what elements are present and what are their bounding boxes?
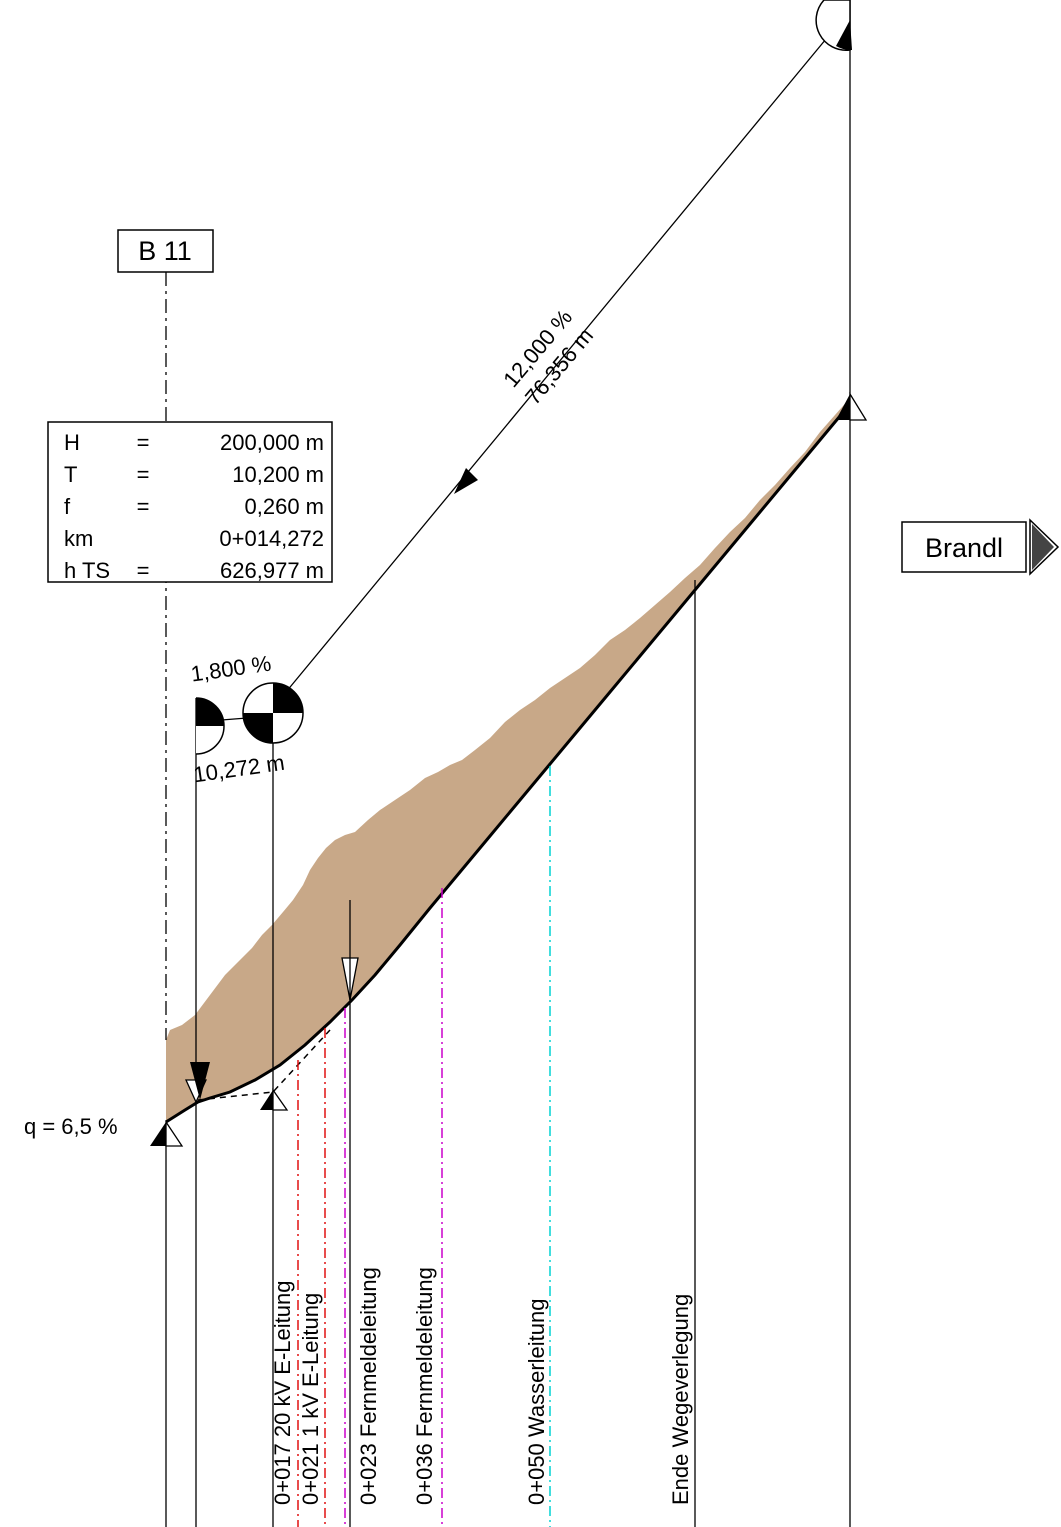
pvi-circle-icon <box>242 682 304 744</box>
curve-info-key: T <box>64 462 77 487</box>
curve-info-key: H <box>64 430 80 455</box>
curve-info-key: f <box>64 494 71 519</box>
curve-info-eq: = <box>137 494 150 519</box>
cross-slope-label: q = 6,5 % <box>24 1114 118 1139</box>
gradient-line-main <box>285 9 851 693</box>
station-label: Ende Wegeverlegung <box>668 1294 693 1505</box>
tangent-dashed-line <box>197 1029 331 1101</box>
brandl-arrow-icon <box>1029 518 1060 576</box>
curve-start-icon <box>195 697 225 755</box>
curve-point-arrow-icon <box>341 957 359 1001</box>
b11-box <box>117 229 214 273</box>
curve-info-value: 10,200 m <box>232 462 324 487</box>
curve-info-value: 0,260 m <box>245 494 325 519</box>
curve-info-key: km <box>64 526 93 551</box>
station-label: 0+021 1 kV E-Leitung <box>298 1293 323 1505</box>
gradient-first-length: 10,272 m <box>192 750 286 788</box>
curve-info-value: 626,977 m <box>220 558 324 583</box>
station-label: 0+023 Fernmeldeleitung <box>356 1267 381 1505</box>
station-label: 0+050 Wasserleitung <box>524 1299 549 1505</box>
b11-label: B 11 <box>138 236 192 266</box>
station-label: 0+017 20 kV E-Leitung <box>270 1281 295 1505</box>
curve-info-box <box>47 421 333 583</box>
design-grade-line <box>165 403 852 1124</box>
curve-info-eq: = <box>137 558 150 583</box>
end-triangle-icon <box>836 391 868 421</box>
start-triangle-icon <box>150 1119 184 1147</box>
brandl-label: Brandl <box>925 533 1003 563</box>
station-label: 0+036 Fernmeldeleitung <box>412 1267 437 1505</box>
curve-info-table: H = 200,000 m T = 10,200 m f = 0,260 m km 0+014,27… <box>64 430 324 583</box>
pvi-top-icon <box>815 0 852 51</box>
curve-info-eq: = <box>137 430 150 455</box>
curve-info-eq: = <box>137 462 150 487</box>
curve-info-key: h TS <box>64 558 110 583</box>
pvi-triangle-icon <box>260 1087 289 1111</box>
gradient-first-slope: 1,800 % <box>189 651 272 687</box>
curve-info-value: 200,000 m <box>220 430 324 455</box>
gradient-arrow-icon <box>454 468 478 494</box>
curve-info-value: 0+014,272 <box>219 526 324 551</box>
terrain-cut-area <box>166 398 850 1122</box>
brandl-box <box>901 521 1027 573</box>
curve-start-arrow-icon <box>184 1062 210 1104</box>
